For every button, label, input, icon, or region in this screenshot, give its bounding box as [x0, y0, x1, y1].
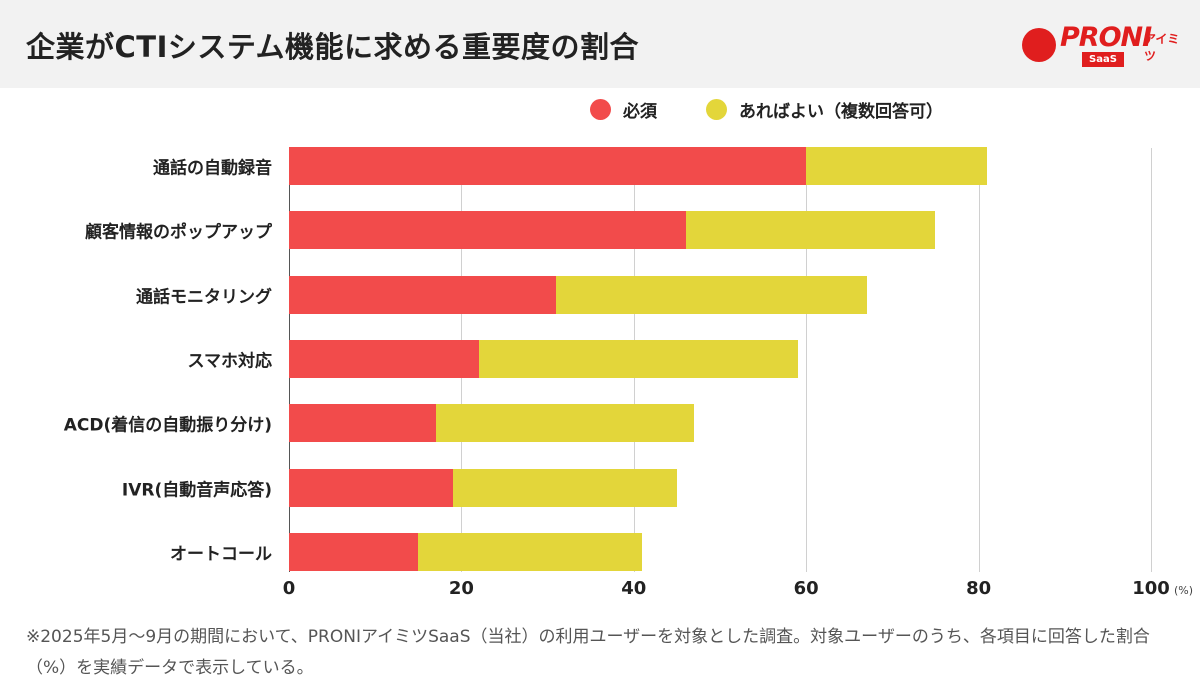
bar-segment-nice-to-have: [556, 275, 867, 314]
category-label: オートコール: [170, 544, 272, 565]
category-label: ACD(着信の自動振り分け): [63, 415, 272, 436]
footnote: ※2025年5月〜9月の期間において、PRONIアイミツSaaS（当社）の利用ユ…: [26, 627, 1150, 678]
bar-segment-required: [289, 404, 436, 443]
header: 企業がCTIシステム機能に求める重要度の割合 PRONI アイミツ SaaS: [0, 0, 1200, 88]
logo-badge: SaaS: [1082, 52, 1124, 67]
bar-segment-nice-to-have: [478, 339, 798, 378]
bar-segment-nice-to-have: [452, 468, 677, 507]
x-tick-label: 20: [448, 578, 474, 599]
bar-segment-required: [289, 147, 807, 185]
x-tick-label: 80: [966, 578, 992, 599]
category-label: 通話の自動録音: [153, 158, 272, 179]
legend-label: 必須: [623, 102, 657, 122]
category-label: IVR(自動音声応答): [121, 480, 272, 500]
legend-item-nice-to-have: あればよい（複数回答可）: [706, 97, 943, 122]
bar-segment-required: [289, 211, 686, 250]
logo-kana: アイミツ: [1144, 32, 1180, 63]
legend-item-required: 必須: [590, 97, 657, 122]
x-axis-unit: (%): [1174, 584, 1194, 597]
category-label: 顧客情報のポップアップ: [85, 222, 272, 243]
category-label: スマホ対応: [187, 351, 273, 372]
category-label: 通話モニタリング: [136, 287, 272, 308]
gridline: [978, 148, 980, 572]
proni-logo: PRONI アイミツ SaaS: [1020, 18, 1185, 70]
bar-segment-required: [289, 339, 479, 378]
bar-segment-required: [289, 468, 453, 507]
x-tick-label: 0: [282, 578, 296, 599]
bar-segment-nice-to-have: [418, 532, 643, 571]
logo-text: PRONI: [1060, 22, 1152, 53]
legend-label: あればよい（複数回答可）: [739, 102, 943, 122]
bar-segment-required: [289, 532, 419, 571]
legend-swatch: [706, 99, 727, 120]
bar-segment-required: [289, 275, 557, 314]
gridline: [806, 148, 808, 572]
x-tick-label: 40: [621, 578, 647, 599]
x-tick-label: 100: [1132, 578, 1170, 599]
bar-segment-nice-to-have: [806, 147, 988, 185]
bar-segment-nice-to-have: [685, 211, 936, 250]
bar-segment-nice-to-have: [435, 404, 695, 443]
x-tick-label: 60: [793, 578, 819, 599]
page-title: 企業がCTIシステム機能に求める重要度の割合: [26, 30, 639, 64]
legend-swatch: [590, 99, 611, 120]
penguin-logo-icon: [1022, 28, 1056, 62]
gridline: [1151, 148, 1152, 572]
